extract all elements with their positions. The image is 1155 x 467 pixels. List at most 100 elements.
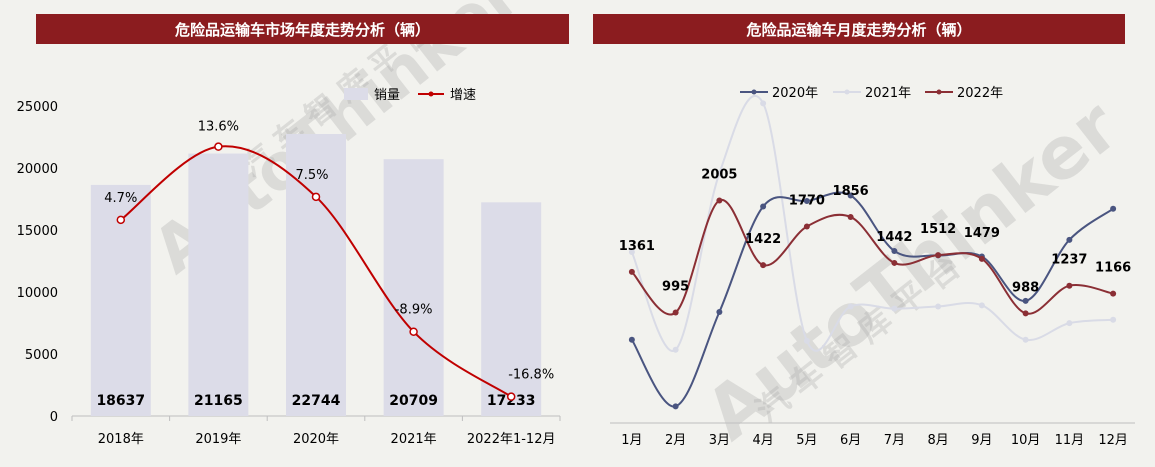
x-tick-label: 2月 [665,433,686,448]
series-point [1066,236,1073,243]
x-tick-label: 3月 [709,433,730,448]
series-value-label: 1479 [964,226,1000,241]
legend-label-sales: 销量 [374,88,400,103]
legend-marker [844,89,850,95]
annual-chart: 0 5000 10000 15000 20000 25000 18637 21165 22744… [17,88,561,447]
series-value-label: 2005 [701,167,737,182]
series-point [803,198,810,204]
legend-marker [936,89,942,95]
series-point [847,213,854,220]
growth-label: 4.7% [104,191,137,206]
series-point [935,303,942,310]
y-tick-label: 20000 [17,162,58,177]
series-point [628,336,635,343]
legend-label: 2021年 [865,86,911,101]
bar-value-label: 21165 [194,393,243,409]
bar [481,202,542,416]
series-point [716,309,723,315]
legend-label-growth: 增速 [450,88,476,103]
x-tick-label: 9月 [971,433,992,448]
series-point [1066,282,1073,289]
series-value-label: 1856 [833,184,869,199]
series-point [803,223,810,230]
x-tick-label: 10月 [1011,433,1041,448]
growth-label: 13.6% [198,120,239,135]
series-point [803,337,810,344]
x-tick-label: 7月 [884,433,905,448]
series-point [1022,297,1029,304]
series-point [628,249,635,256]
x-tick-label: 2021年 [391,432,437,447]
x-tick-label: 2022年1-12月 [467,432,556,447]
growth-label: -16.8% [508,368,554,383]
bar-value-label: 17233 [487,393,536,409]
growth-point [409,327,418,336]
legend-swatch-sales [344,88,368,100]
series-line-2021年 [630,94,1114,352]
x-tick-label: 5月 [796,433,817,448]
bar-value-label: 22744 [292,393,341,409]
series-point [1110,316,1117,323]
series-point [1110,290,1117,297]
series-point [847,192,854,199]
series-point [1110,205,1117,212]
series-point [978,255,985,262]
monthly-chart-panel: 危险品运输车月度走势分析（辆） 1月 2月 3月 4月 5月 6月 7月 8月 9月 10月 11月… [580,0,1155,467]
series-point [935,252,942,259]
growth-point [214,142,223,151]
growth-label: 7.5% [295,168,328,183]
bar [383,159,444,416]
series-point [672,346,679,353]
x-tick-label: 2020年 [293,432,339,447]
x-tick-label: 12月 [1098,433,1128,448]
series-point [760,262,767,269]
series-value-label: 1361 [619,239,655,254]
series-point [891,259,898,266]
series-point [760,203,767,210]
y-tick-label: 15000 [17,224,58,239]
annual-chart-title: 危险品运输车市场年度走势分析（辆） [36,14,569,44]
monthly-chart-title: 危险品运输车月度走势分析（辆） [593,14,1125,44]
legend-label: 2022年 [957,86,1003,101]
series-point [891,247,898,254]
series-point [1022,310,1029,317]
series-point [628,268,635,275]
growth-point [116,215,126,225]
x-tick-label: 4月 [752,433,773,448]
y-tick-label: 25000 [17,100,58,115]
bar [286,133,346,416]
x-tick-label: 2019年 [195,432,241,447]
series-value-label: 1422 [745,232,781,247]
series-point [847,303,854,310]
y-tick-label: 5000 [25,348,58,363]
legend-marker-growth [428,91,434,97]
x-tick-label: 1月 [621,433,642,448]
series-point [672,403,679,410]
series-line-2020年 [631,191,1114,408]
x-tick-label: 8月 [927,433,948,448]
growth-point [506,392,516,401]
series-value-label: 1770 [789,194,825,209]
growth-label: -8.9% [395,303,433,318]
x-tick-label: 11月 [1055,433,1085,448]
series-point [716,170,723,177]
bar-value-label: 18637 [96,393,145,409]
legend-label: 2020年 [772,86,818,101]
series-value-label: 1512 [920,222,956,237]
series-value-label: 1237 [1051,253,1087,268]
series-point [978,302,985,309]
x-tick-label: 6月 [840,433,861,448]
y-tick-label: 10000 [17,286,58,301]
series-point [1022,336,1029,343]
bar [188,153,249,416]
series-value-label: 1442 [876,230,912,245]
legend-marker [751,89,757,95]
series-point [716,197,723,204]
y-tick-label: 0 [50,410,58,425]
growth-point [311,192,321,202]
series-point [891,305,898,312]
series-point [1066,320,1073,327]
series-value-label: 995 [662,280,689,295]
bar-value-label: 20709 [389,393,438,409]
series-point [672,309,679,316]
